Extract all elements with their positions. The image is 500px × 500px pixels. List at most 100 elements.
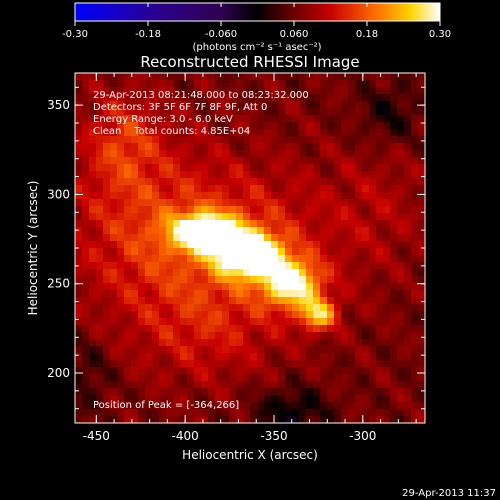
heatmap-cell xyxy=(75,269,83,277)
heatmap-cell xyxy=(250,241,258,249)
heatmap-cell xyxy=(103,374,111,382)
heatmap-cell xyxy=(215,101,223,109)
heatmap-cell xyxy=(166,409,174,417)
heatmap-cell xyxy=(96,283,104,291)
heatmap-cell xyxy=(131,157,139,165)
heatmap-cell xyxy=(390,150,398,158)
heatmap-cell xyxy=(89,416,97,424)
heatmap-cell xyxy=(355,220,363,228)
heatmap-cell xyxy=(250,206,258,214)
heatmap-cell xyxy=(89,115,97,123)
heatmap-cell xyxy=(145,332,153,340)
heatmap-cell xyxy=(243,157,251,165)
heatmap-cell xyxy=(257,262,265,270)
heatmap-cell xyxy=(320,276,328,284)
heatmap-cell xyxy=(390,381,398,389)
heatmap-cell xyxy=(306,80,314,88)
heatmap-cell xyxy=(103,157,111,165)
heatmap-cell xyxy=(236,262,244,270)
heatmap-cell xyxy=(208,367,216,375)
heatmap-cell xyxy=(82,416,90,424)
heatmap-cell xyxy=(229,199,237,207)
heatmap-cell xyxy=(285,150,293,158)
heatmap-cell xyxy=(145,87,153,95)
heatmap-cell xyxy=(152,171,160,179)
heatmap-cell xyxy=(152,213,160,221)
heatmap-cell xyxy=(334,297,342,305)
heatmap-cell xyxy=(264,87,272,95)
heatmap-cell xyxy=(390,227,398,235)
heatmap-cell xyxy=(96,192,104,200)
heatmap-cell xyxy=(306,206,314,214)
heatmap-cell xyxy=(285,374,293,382)
heatmap-cell xyxy=(173,129,181,137)
heatmap-cell xyxy=(138,206,146,214)
heatmap-cell xyxy=(173,101,181,109)
heatmap-cell xyxy=(404,234,412,242)
heatmap-cell xyxy=(411,122,419,130)
heatmap-cell xyxy=(285,178,293,186)
heatmap-cell xyxy=(194,381,202,389)
heatmap-cell xyxy=(103,150,111,158)
heatmap-cell xyxy=(208,304,216,312)
heatmap-cell xyxy=(236,94,244,102)
heatmap-cell xyxy=(355,129,363,137)
heatmap-cell xyxy=(243,115,251,123)
heatmap-cell xyxy=(82,234,90,242)
heatmap-cell xyxy=(229,276,237,284)
heatmap-cell xyxy=(362,206,370,214)
heatmap-cell xyxy=(194,353,202,361)
heatmap-cell xyxy=(124,290,132,298)
heatmap-cell xyxy=(369,227,377,235)
heatmap-cell xyxy=(201,80,209,88)
heatmap-cell xyxy=(250,115,258,123)
heatmap-cell xyxy=(369,199,377,207)
heatmap-cell xyxy=(313,339,321,347)
heatmap-cell xyxy=(89,339,97,347)
heatmap-cell xyxy=(152,395,160,403)
heatmap-cell xyxy=(369,339,377,347)
heatmap-cell xyxy=(257,388,265,396)
heatmap-cell xyxy=(292,87,300,95)
heatmap-cell xyxy=(278,94,286,102)
heatmap-cell xyxy=(124,129,132,137)
heatmap-cell xyxy=(201,122,209,130)
heatmap-cell xyxy=(327,115,335,123)
heatmap-cell xyxy=(369,395,377,403)
heatmap-cell xyxy=(292,346,300,354)
heatmap-cell xyxy=(376,248,384,256)
heatmap-cell xyxy=(208,213,216,221)
heatmap-cell xyxy=(96,185,104,193)
heatmap-cell xyxy=(110,185,118,193)
heatmap-cell xyxy=(411,374,419,382)
heatmap-cell xyxy=(138,122,146,130)
heatmap-cell xyxy=(166,360,174,368)
heatmap-cell xyxy=(390,192,398,200)
heatmap-cell xyxy=(404,388,412,396)
heatmap-cell xyxy=(159,136,167,144)
heatmap-cell xyxy=(250,108,258,116)
heatmap-cell xyxy=(103,178,111,186)
footer-timestamp: 29-Apr-2013 11:37 xyxy=(402,488,496,499)
heatmap-cell xyxy=(271,325,279,333)
heatmap-cell xyxy=(334,304,342,312)
heatmap-cell xyxy=(75,297,83,305)
heatmap-cell xyxy=(341,346,349,354)
heatmap-cell xyxy=(334,87,342,95)
heatmap-cell xyxy=(285,129,293,137)
heatmap-cell xyxy=(271,262,279,270)
heatmap-cell xyxy=(75,290,83,298)
heatmap-cell xyxy=(362,213,370,221)
heatmap-cell xyxy=(180,101,188,109)
heatmap-cell xyxy=(110,353,118,361)
heatmap-cell xyxy=(341,157,349,165)
heatmap-cell xyxy=(306,339,314,347)
heatmap-cell xyxy=(404,276,412,284)
heatmap-cell xyxy=(131,129,139,137)
heatmap-cell xyxy=(194,122,202,130)
heatmap-cell xyxy=(334,220,342,228)
heatmap-cell xyxy=(103,80,111,88)
heatmap-cell xyxy=(257,185,265,193)
heatmap-cell xyxy=(229,80,237,88)
heatmap-cell xyxy=(334,101,342,109)
